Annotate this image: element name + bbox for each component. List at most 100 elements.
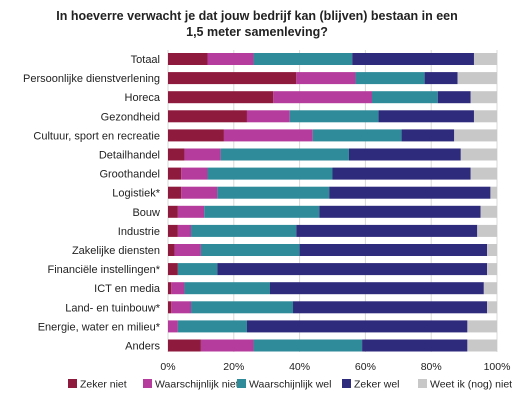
bar-segment (296, 224, 478, 237)
bar-segment (191, 301, 294, 314)
bar-segment (253, 339, 363, 352)
x-tick-label: 100% (484, 361, 511, 373)
x-tick-label: 60% (355, 361, 376, 373)
bar-segment (246, 110, 290, 123)
category-label: Land- en tuinbouw* (65, 302, 161, 314)
category-label: Totaal (131, 54, 160, 66)
bar-segment (168, 244, 175, 256)
legend-swatch (143, 379, 152, 388)
bar-segment (467, 339, 497, 352)
bar-segment (269, 282, 484, 295)
bar-segment (168, 205, 178, 218)
bar-segment (289, 110, 379, 123)
legend-label: Weet ik (nog) niet (430, 379, 512, 391)
bar-segment (207, 167, 333, 180)
legend-label: Zeker wel (354, 379, 400, 391)
bar-segment (168, 53, 208, 65)
category-label: Zakelijke diensten (72, 245, 160, 257)
bar-segment (473, 110, 497, 123)
bar-segment (401, 129, 455, 142)
category-label: Energie, water en milieu* (38, 321, 161, 333)
bar-segment (200, 244, 300, 256)
bar-segment (168, 186, 182, 199)
bar-segment (168, 110, 247, 123)
bar-segment (293, 301, 488, 314)
category-labels: Totaal Persoonlijke dienstverlening Horeca… (23, 54, 161, 353)
bars (168, 53, 497, 352)
bar-segment (217, 186, 330, 199)
legend-swatch (342, 379, 351, 388)
category-label: Financiële instellingen* (47, 264, 160, 276)
bar-segment (177, 320, 247, 333)
legend-label: Waarschijnlijk niet (155, 379, 239, 391)
x-tick-label: 40% (289, 361, 310, 373)
bar-segment (457, 72, 497, 85)
x-tick-label: 80% (421, 361, 442, 373)
bar-segment (168, 148, 185, 161)
bar-segment (184, 282, 270, 295)
category-label: ICT en media (94, 283, 161, 295)
category-label: Anders (125, 341, 160, 353)
category-label: Groothandel (99, 169, 160, 181)
bar-segment (174, 244, 201, 256)
bar-segment (371, 91, 438, 104)
bar-segment (424, 72, 458, 85)
category-label: Detailhandel (99, 150, 160, 162)
bar-segment (355, 72, 425, 85)
bar-segment (362, 339, 468, 352)
bar-segment (171, 301, 192, 314)
bar-segment (246, 320, 468, 333)
x-tick-label: 20% (223, 361, 244, 373)
bar-segment (299, 244, 488, 256)
bar-segment (460, 148, 497, 161)
bar-segment (473, 53, 497, 65)
bar-segment (168, 72, 297, 85)
bar-segment (253, 53, 353, 65)
bar-segment (204, 205, 320, 218)
bar-segment (332, 167, 471, 180)
bar-segment (470, 91, 497, 104)
bar-segment (378, 110, 474, 123)
bar-segment (487, 301, 497, 314)
bar-segment (273, 91, 372, 104)
bar-segment (487, 244, 497, 256)
x-tick-label: 0% (160, 361, 175, 373)
x-axis-tick-labels: 0% 20% 40% 60% 80% 100% (160, 361, 510, 373)
bar-segment (319, 205, 481, 218)
bar-segment (168, 91, 274, 104)
bar-segment (168, 320, 178, 333)
bar-segment (352, 53, 474, 65)
bar-segment (168, 339, 201, 352)
bar-segment (184, 148, 221, 161)
legend-label: Zeker niet (80, 379, 127, 391)
legend-label: Waarschijnlijk wel (249, 379, 331, 391)
category-label: Gezondheid (101, 111, 160, 123)
bar-segment (181, 167, 208, 180)
bar-segment (217, 263, 488, 276)
bar-segment (483, 282, 497, 295)
bar-segment (220, 148, 349, 161)
bar-segment (168, 129, 224, 142)
bar-segment (223, 129, 313, 142)
bar-segment (200, 339, 254, 352)
legend-swatch (237, 379, 246, 388)
bar-segment (177, 224, 192, 237)
bar-segment (168, 167, 182, 180)
bar-segment (437, 91, 471, 104)
bar-segment (177, 205, 205, 218)
category-label: Bouw (132, 207, 160, 219)
bar-segment (191, 224, 297, 237)
bar-segment (177, 263, 218, 276)
bar-segment (477, 224, 497, 237)
bar-segment (329, 186, 491, 199)
bar-segment (296, 72, 356, 85)
bar-segment (487, 263, 497, 276)
bar-segment (467, 320, 497, 333)
bar-segment (348, 148, 461, 161)
chart-title-line: In hoeverre verwacht je dat jouw bedrijf… (56, 9, 458, 23)
legend: Zeker niet Waarschijnlijk niet Waarschijnl… (68, 379, 512, 391)
bar-segment (168, 301, 172, 314)
category-label: Industrie (118, 226, 160, 238)
bar-segment (454, 129, 497, 142)
